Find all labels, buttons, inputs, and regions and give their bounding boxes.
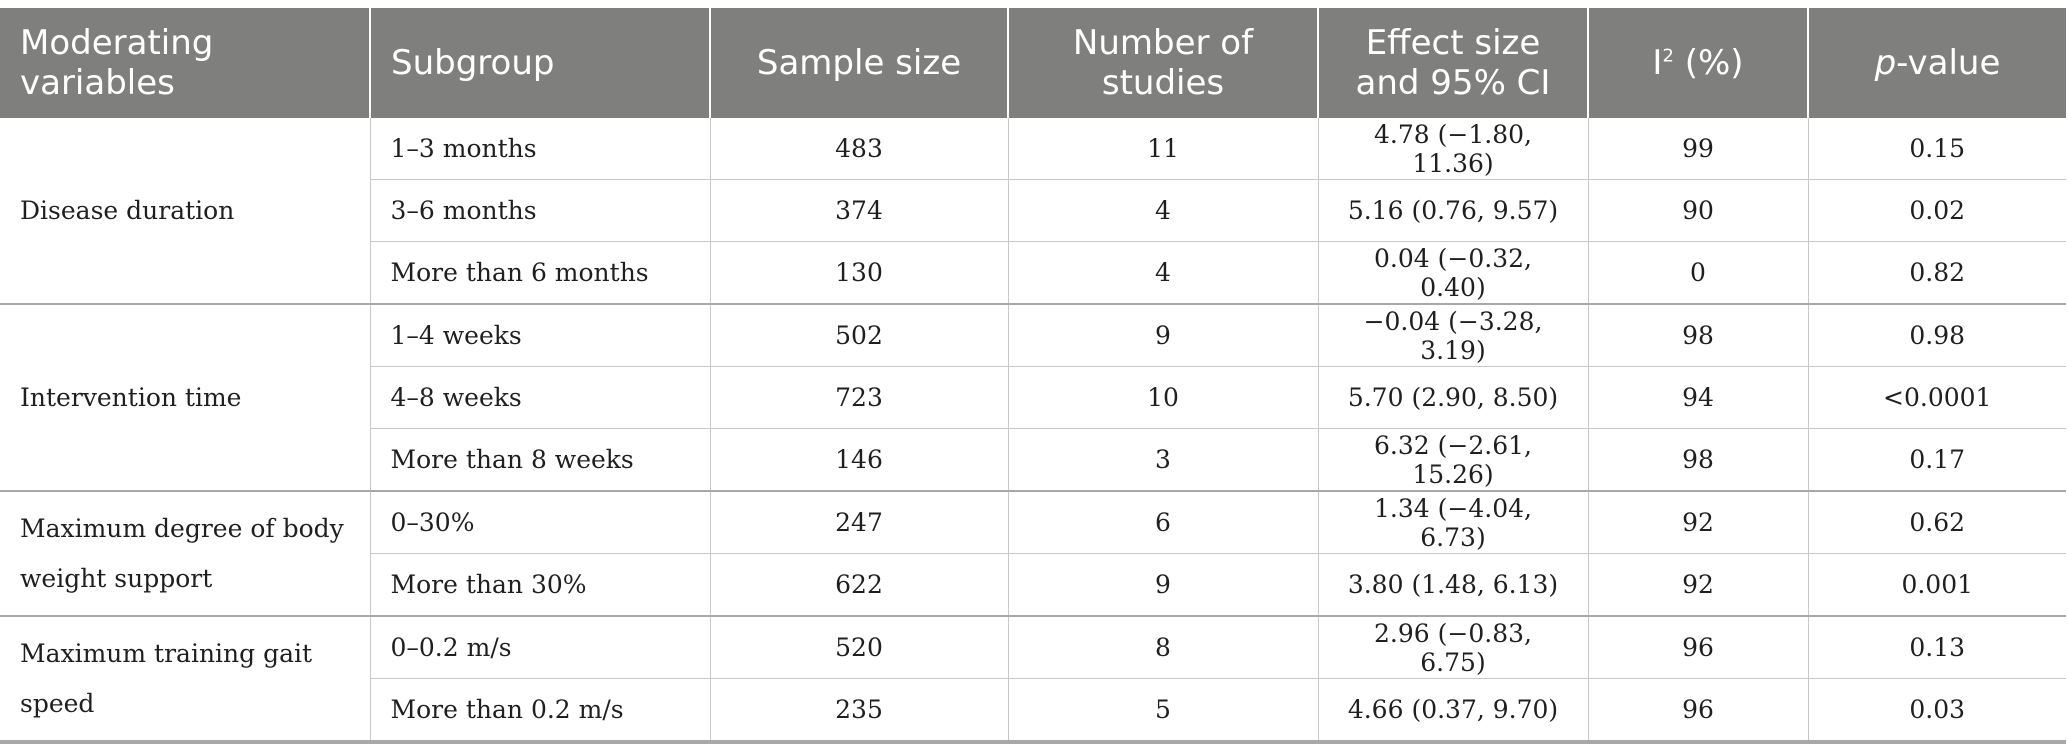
table-row: 3–6 months 374 4 5.16 (0.76, 9.57) 90 0.02: [0, 179, 2066, 242]
cell-p-value: 0.82: [1808, 241, 2066, 305]
header-moderating-variables: Moderating variables: [0, 8, 371, 118]
table-body: Disease duration 1–3 months 483 11 4.78 (−1.…: [0, 118, 2066, 742]
cell-subgroup: 3–6 months: [370, 179, 711, 242]
cell-number-of-studies: 8: [1008, 616, 1319, 679]
cell-number-of-studies: 9: [1008, 553, 1319, 617]
header-sample-size: Sample size: [710, 8, 1009, 118]
cell-subgroup: 4–8 weeks: [370, 366, 711, 429]
cell-p-value: 0.15: [1808, 118, 2066, 180]
cell-moderating-variable: Intervention time: [0, 304, 371, 492]
cell-i2: 99: [1588, 118, 1809, 180]
cell-i2: 92: [1588, 491, 1809, 554]
cell-sample-size: 723: [710, 366, 1009, 429]
table-row: Maximum training gait speed 0–0.2 m/s 520 8…: [0, 616, 2066, 742]
cell-i2: 90: [1588, 179, 1809, 242]
subgroup-analysis-table-container: Moderating variables Subgroup Sample siz…: [0, 8, 2066, 744]
cell-number-of-studies: 4: [1008, 241, 1319, 305]
cell-subgroup: More than 0.2 m/s: [370, 678, 711, 742]
cell-number-of-studies: 5: [1008, 678, 1319, 742]
cell-sample-size: 130: [710, 241, 1009, 305]
cell-subgroup: More than 8 weeks: [370, 428, 711, 492]
header-i2-superscript: 2: [1662, 45, 1674, 67]
cell-effect-size: 4.78 (−1.80, 11.36): [1318, 118, 1589, 180]
cell-subgroup: 1–3 months: [370, 118, 711, 180]
header-p-suffix: -value: [1896, 43, 2001, 83]
cell-p-value: 0.98: [1808, 304, 2066, 367]
cell-i2: 98: [1588, 428, 1809, 492]
cell-number-of-studies: 9: [1008, 304, 1319, 367]
cell-p-value: 0.17: [1808, 428, 2066, 492]
cell-subgroup: 0–0.2 m/s: [370, 616, 711, 679]
cell-sample-size: 520: [710, 616, 1009, 679]
cell-sample-size: 483: [710, 118, 1009, 180]
header-row: Moderating variables Subgroup Sample siz…: [0, 8, 2066, 118]
cell-sample-size: 146: [710, 428, 1009, 492]
header-p-italic: p: [1874, 43, 1897, 83]
cell-effect-size: 1.34 (−4.04, 6.73): [1318, 491, 1589, 554]
cell-sample-size: 374: [710, 179, 1009, 242]
cell-effect-size: 6.32 (−2.61, 15.26): [1318, 428, 1589, 492]
cell-sample-size: 247: [710, 491, 1009, 554]
cell-number-of-studies: 10: [1008, 366, 1319, 429]
header-i2-base: I: [1652, 43, 1663, 83]
cell-effect-size: 5.16 (0.76, 9.57): [1318, 179, 1589, 242]
cell-i2: 98: [1588, 304, 1809, 367]
cell-i2: 92: [1588, 553, 1809, 617]
cell-sample-size: 235: [710, 678, 1009, 742]
cell-moderating-variable: Disease duration: [0, 118, 371, 305]
cell-p-value: <0.0001: [1808, 366, 2066, 429]
cell-subgroup: More than 6 months: [370, 241, 711, 305]
table-header: Moderating variables Subgroup Sample siz…: [0, 8, 2066, 118]
table-row: More than 8 weeks 146 3 6.32 (−2.61, 15.26)…: [0, 428, 2066, 492]
table-row: Disease duration 1–3 months 483 11 4.78 (−1.…: [0, 118, 2066, 305]
cell-subgroup: 0–30%: [370, 491, 711, 554]
cell-subgroup: 1–4 weeks: [370, 304, 711, 367]
cell-p-value: 0.13: [1808, 616, 2066, 679]
header-effect-size: Effect size and 95% CI: [1318, 8, 1589, 118]
cell-moderating-variable: Maximum degree of body weight support: [0, 491, 371, 617]
cell-effect-size: −0.04 (−3.28, 3.19): [1318, 304, 1589, 367]
cell-p-value: 0.03: [1808, 678, 2066, 742]
cell-number-of-studies: 6: [1008, 491, 1319, 554]
table-row: More than 0.2 m/s 235 5 4.66 (0.37, 9.70) 96…: [0, 678, 2066, 742]
cell-i2: 96: [1588, 616, 1809, 679]
header-p-value: p-value: [1808, 8, 2066, 118]
table-row: 4–8 weeks 723 10 5.70 (2.90, 8.50) 94 <0.0001: [0, 366, 2066, 429]
cell-i2: 94: [1588, 366, 1809, 429]
cell-p-value: 0.001: [1808, 553, 2066, 617]
header-i2-suffix: (%): [1673, 43, 1744, 83]
cell-effect-size: 0.04 (−0.32, 0.40): [1318, 241, 1589, 305]
cell-p-value: 0.02: [1808, 179, 2066, 242]
cell-number-of-studies: 11: [1008, 118, 1319, 180]
cell-i2: 0: [1588, 241, 1809, 305]
table-row: Maximum degree of body weight support 0–3…: [0, 491, 2066, 617]
cell-effect-size: 5.70 (2.90, 8.50): [1318, 366, 1589, 429]
cell-moderating-variable: Maximum training gait speed: [0, 616, 371, 742]
cell-effect-size: 2.96 (−0.83, 6.75): [1318, 616, 1589, 679]
cell-i2: 96: [1588, 678, 1809, 742]
cell-number-of-studies: 3: [1008, 428, 1319, 492]
cell-effect-size: 4.66 (0.37, 9.70): [1318, 678, 1589, 742]
header-subgroup: Subgroup: [370, 8, 711, 118]
header-number-of-studies: Number of studies: [1008, 8, 1319, 118]
cell-p-value: 0.62: [1808, 491, 2066, 554]
cell-number-of-studies: 4: [1008, 179, 1319, 242]
header-i2: I2 (%): [1588, 8, 1809, 118]
cell-effect-size: 3.80 (1.48, 6.13): [1318, 553, 1589, 617]
cell-sample-size: 622: [710, 553, 1009, 617]
subgroup-analysis-table: Moderating variables Subgroup Sample siz…: [0, 8, 2066, 742]
table-row: More than 30% 622 9 3.80 (1.48, 6.13) 92 0.00…: [0, 553, 2066, 617]
table-row: More than 6 months 130 4 0.04 (−0.32, 0.40)…: [0, 241, 2066, 305]
cell-sample-size: 502: [710, 304, 1009, 367]
cell-subgroup: More than 30%: [370, 553, 711, 617]
table-row: Intervention time 1–4 weeks 502 9 −0.04 (−3.…: [0, 304, 2066, 492]
